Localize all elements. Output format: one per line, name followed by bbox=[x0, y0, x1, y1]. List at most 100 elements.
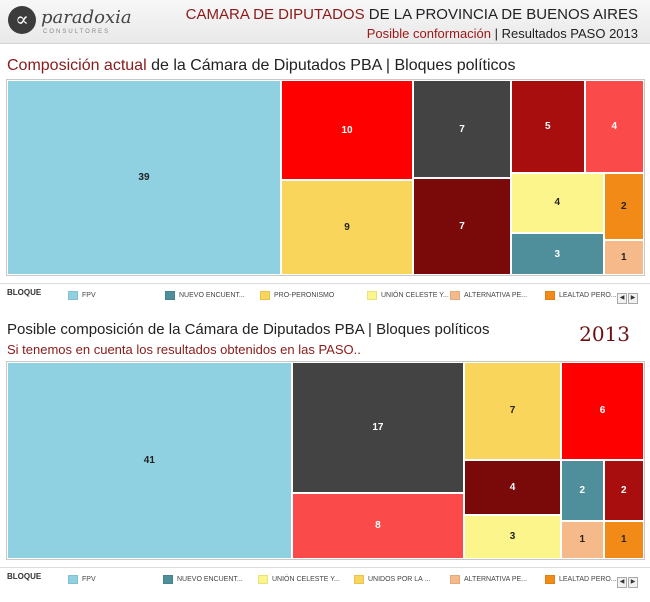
legend-item[interactable]: FPV bbox=[68, 571, 96, 585]
treemap-tile[interactable]: 7 bbox=[413, 178, 511, 275]
tile-value-label: 2 bbox=[620, 484, 627, 496]
legend-text: PRO-PERONISMO bbox=[274, 292, 335, 300]
legend-swatch bbox=[450, 291, 460, 301]
chart1-title-highlight: Composición actual bbox=[7, 57, 147, 74]
legend-item[interactable]: UNIDOS POR LA ... bbox=[354, 571, 431, 585]
treemap-tile[interactable]: 7 bbox=[464, 362, 561, 460]
treemap-tile[interactable]: 1 bbox=[560, 520, 604, 559]
treemap-tile[interactable]: 1 bbox=[603, 520, 644, 559]
treemap-tile[interactable]: 3 bbox=[510, 233, 604, 275]
main-title: CAMARA DE DIPUTADOS DE LA PROVINCIA DE B… bbox=[186, 6, 638, 23]
tile-value-label: 5 bbox=[545, 120, 551, 132]
legend-label: BLOQUE bbox=[7, 572, 42, 581]
subtitle-highlight: Posible conformación bbox=[366, 26, 492, 41]
chart1-title: Composición actual de la Cámara de Diput… bbox=[7, 57, 515, 75]
tile-value-label: 3 bbox=[509, 531, 516, 543]
treemap-tile[interactable]: 9 bbox=[280, 180, 414, 275]
treemap-tile[interactable]: 3 bbox=[464, 514, 561, 559]
tile-value-label: 4 bbox=[611, 120, 618, 132]
legend-next-button[interactable]: ▶ bbox=[628, 577, 638, 588]
main-title-rest: DE LA PROVINCIA DE BUENOS AIRES bbox=[364, 6, 638, 23]
legend-item[interactable]: ALTERNATIVA PE... bbox=[450, 287, 528, 301]
treemap-tile[interactable]: 17 bbox=[291, 362, 465, 493]
tile-value-label: 41 bbox=[143, 455, 155, 466]
legend-text: ALTERNATIVA PE... bbox=[464, 576, 528, 584]
legend-swatch bbox=[545, 291, 555, 301]
legend-text: UNIÓN CELESTE Y... bbox=[381, 292, 449, 300]
legend-swatch bbox=[258, 575, 268, 585]
legend-text: NUEVO ENCUENT... bbox=[177, 576, 243, 584]
legend-text: NUEVO ENCUENT... bbox=[179, 292, 245, 300]
tile-value-label: 2 bbox=[621, 200, 627, 212]
treemap-tile[interactable]: 1 bbox=[603, 239, 644, 275]
paradoxia-logo: ∝ paradoxia CONSULTORES bbox=[8, 6, 138, 40]
legend-text: ALTERNATIVA PE... bbox=[464, 292, 528, 300]
legend-possible: BLOQUE FPV NUEVO ENCUENT... UNIÓN CELESTE … bbox=[0, 567, 650, 588]
legend-text: LEALTAD PERO... bbox=[559, 292, 617, 300]
treemap-tile[interactable]: 2 bbox=[560, 459, 604, 521]
legend-item[interactable]: ALTERNATIVA PE... bbox=[450, 571, 528, 585]
tile-value-label: 7 bbox=[459, 221, 465, 233]
treemap-tile[interactable]: 5 bbox=[510, 80, 585, 173]
legend-current: BLOQUE FPV NUEVO ENCUENT... PRO-PERONISMO U… bbox=[0, 283, 650, 304]
tile-value-label: 1 bbox=[621, 251, 627, 263]
legend-text: UNIÓN CELESTE Y... bbox=[272, 576, 340, 584]
legend-text: FPV bbox=[82, 292, 96, 300]
treemap-possible: 41 17 8 7 6 4 3 2 2 1 1 bbox=[6, 361, 645, 560]
legend-swatch bbox=[545, 575, 555, 585]
legend-item[interactable]: LEALTAD PERO... bbox=[545, 287, 617, 301]
legend-prev-button[interactable]: ◀ bbox=[617, 577, 627, 588]
legend-text: FPV bbox=[82, 576, 96, 584]
legend-item[interactable]: NUEVO ENCUENT... bbox=[165, 287, 245, 301]
treemap-tile[interactable]: 6 bbox=[560, 362, 644, 460]
treemap-tile[interactable]: 7 bbox=[413, 80, 511, 179]
tile-value-label: 7 bbox=[459, 123, 465, 135]
year-label: 2013 bbox=[579, 322, 630, 346]
legend-item[interactable]: UNIÓN CELESTE Y... bbox=[258, 571, 340, 585]
chart2-title: Posible composición de la Cámara de Dipu… bbox=[7, 321, 490, 338]
logo-name: paradoxia bbox=[41, 7, 132, 28]
legend-text: UNIDOS POR LA ... bbox=[368, 576, 431, 584]
legend-label: BLOQUE bbox=[7, 288, 42, 297]
legend-swatch bbox=[450, 575, 460, 585]
main-title-highlight: CAMARA DE DIPUTADOS bbox=[185, 6, 365, 23]
tile-value-label: 17 bbox=[372, 422, 384, 433]
legend-swatch bbox=[163, 575, 173, 585]
tile-value-label: 1 bbox=[620, 534, 627, 546]
subtitle-separator: | bbox=[494, 26, 499, 41]
subtitle-rest: Resultados PASO 2013 bbox=[498, 26, 638, 41]
legend-item[interactable]: PRO-PERONISMO bbox=[260, 287, 335, 301]
treemap-tile[interactable]: 2 bbox=[603, 172, 644, 240]
legend-swatch bbox=[367, 291, 377, 301]
legend-text: LEALTAD PERO... bbox=[559, 576, 617, 584]
tile-value-label: 7 bbox=[509, 405, 516, 417]
treemap-tile[interactable]: 4 bbox=[584, 80, 644, 173]
treemap-tile[interactable]: 4 bbox=[464, 459, 561, 515]
tile-value-label: 39 bbox=[138, 172, 150, 183]
legend-item[interactable]: UNIÓN CELESTE Y... bbox=[367, 287, 449, 301]
legend-swatch bbox=[68, 291, 78, 301]
treemap-tile[interactable]: 10 bbox=[280, 80, 414, 181]
treemap-tile[interactable]: 41 bbox=[7, 362, 292, 559]
legend-swatch bbox=[68, 575, 78, 585]
tile-value-label: 4 bbox=[554, 197, 561, 209]
legend-next-button[interactable]: ▶ bbox=[628, 293, 638, 304]
tile-value-label: 8 bbox=[375, 520, 381, 532]
tile-value-label: 9 bbox=[344, 222, 350, 234]
legend-swatch bbox=[260, 291, 270, 301]
legend-item[interactable]: FPV bbox=[68, 287, 96, 301]
header: ∝ paradoxia CONSULTORES CAMARA DE DIPUTA… bbox=[0, 0, 650, 44]
treemap-tile[interactable]: 39 bbox=[7, 80, 281, 275]
legend-prev-button[interactable]: ◀ bbox=[617, 293, 627, 304]
treemap-tile[interactable]: 2 bbox=[603, 459, 644, 521]
treemap-tile[interactable]: 4 bbox=[510, 172, 604, 234]
legend-swatch bbox=[354, 575, 364, 585]
logo-subtitle: CONSULTORES bbox=[43, 29, 111, 35]
legend-nav: ◀ ▶ bbox=[616, 286, 638, 304]
legend-item[interactable]: NUEVO ENCUENT... bbox=[163, 571, 243, 585]
treemap-tile[interactable]: 8 bbox=[291, 493, 465, 559]
legend-swatch bbox=[165, 291, 175, 301]
tile-value-label: 10 bbox=[341, 124, 353, 136]
chart2-subtitle: Si tenemos en cuenta los resultados obte… bbox=[7, 342, 361, 357]
legend-item[interactable]: LEALTAD PERO... bbox=[545, 571, 617, 585]
